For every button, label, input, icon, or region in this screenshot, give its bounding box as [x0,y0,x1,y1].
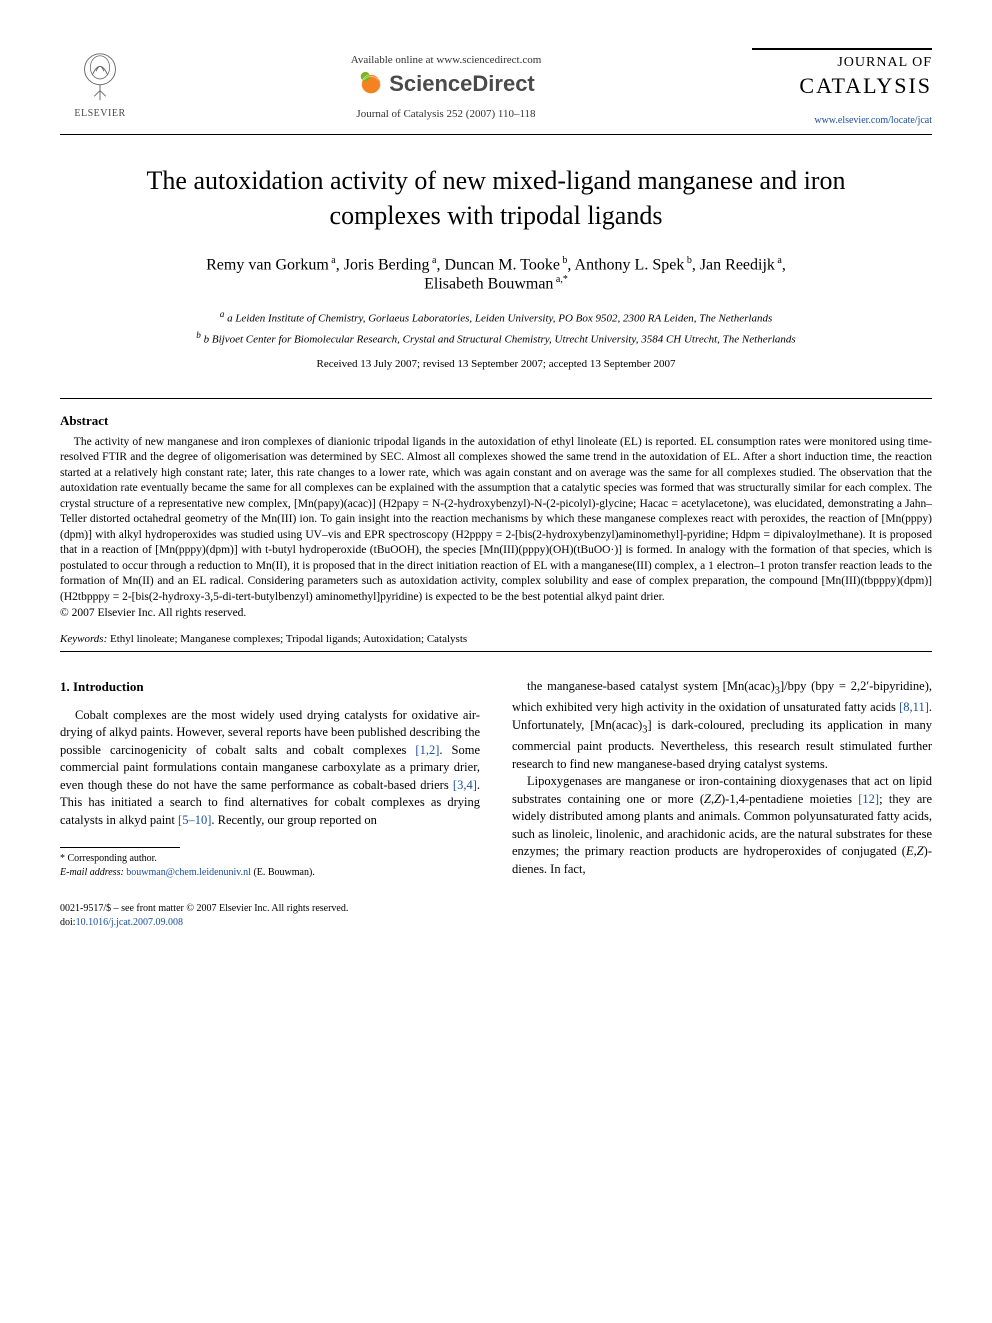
ref-link[interactable]: [1,2] [415,743,439,757]
footnote-rule [60,847,180,848]
copyright-line: © 2007 Elsevier Inc. All rights reserved… [60,607,932,619]
journal-homepage-link[interactable]: www.elsevier.com/locate/jcat [752,115,932,126]
ref-link[interactable]: [3,4] [453,778,477,792]
body-columns: 1. Introduction Cobalt complexes are the… [60,678,932,880]
abstract-heading: Abstract [60,413,932,429]
doi-line: doi:10.1016/j.jcat.2007.09.008 [60,916,932,930]
email-line: E-mail address: bouwman@chem.leidenuniv.… [60,866,480,880]
ref-link[interactable]: [12] [858,792,879,806]
author: Elisabeth Bouwman [424,276,553,293]
author: Anthony L. Spek [575,256,685,273]
elsevier-label: ELSEVIER [74,108,125,119]
article-title: The autoxidation activity of new mixed-l… [100,163,892,233]
corresponding-footnote: * Corresponding author. E-mail address: … [60,852,480,880]
affiliation-a-text: a Leiden Institute of Chemistry, Gorlaeu… [227,312,772,324]
section-1-heading: 1. Introduction [60,678,480,696]
journal-name-line1: JOURNAL OF [752,54,932,72]
ref-link[interactable]: [8,11] [899,700,929,714]
journal-name-line2: CATALYSIS [752,72,932,101]
intro-para-2: Lipoxygenases are manganese or iron-cont… [512,773,932,878]
keywords-line: Keywords: Ethyl linoleate; Manganese com… [60,633,932,645]
header-rule [60,134,932,135]
doi-label: doi: [60,917,76,928]
abstract-top-rule [60,398,932,399]
corresponding-marker: * [563,274,568,285]
authors-line: Remy van Gorkum a, Joris Berding a, Dunc… [60,255,932,294]
affil-marker: a, [553,274,562,285]
journal-title-box: JOURNAL OF CATALYSIS www.elsevier.com/lo… [752,48,932,126]
affil-marker: b [684,255,692,266]
keywords-text: Ethyl linoleate; Manganese complexes; Tr… [110,633,467,645]
front-matter-block: 0021-9517/$ – see front matter © 2007 El… [60,902,932,929]
journal-rule [752,48,932,50]
affil-marker: a [430,255,437,266]
front-matter-line: 0021-9517/$ – see front matter © 2007 El… [60,902,932,916]
affil-marker: a [329,255,336,266]
sciencedirect-icon [357,70,385,98]
sciencedirect-text: ScienceDirect [389,71,535,97]
author: Jan Reedijk [700,256,775,273]
affiliation-b: b b Bijvoet Center for Biomolecular Rese… [60,329,932,348]
affil-marker: a [775,255,782,266]
column-left: 1. Introduction Cobalt complexes are the… [60,678,480,880]
email-author-name: (E. Bouwman). [253,867,314,878]
journal-reference: Journal of Catalysis 252 (2007) 110–118 [140,108,752,120]
corresponding-email-link[interactable]: bouwman@chem.leidenuniv.nl [126,867,251,878]
author: Remy van Gorkum [206,256,329,273]
author: Joris Berding [344,256,430,273]
page-header: ELSEVIER Available online at www.science… [60,48,932,126]
author: Duncan M. Tooke [444,256,559,273]
corresponding-author-label: * Corresponding author. [60,852,480,866]
abstract-text: The activity of new manganese and iron c… [60,435,932,606]
header-center: Available online at www.sciencedirect.co… [140,48,752,120]
intro-para-1-cont: the manganese-based catalyst system [Mn(… [512,678,932,773]
email-label: E-mail address: [60,867,124,878]
intro-para-1: Cobalt complexes are the most widely use… [60,707,480,830]
sciencedirect-logo: ScienceDirect [357,70,535,98]
elsevier-logo-block: ELSEVIER [60,48,140,119]
column-right: the manganese-based catalyst system [Mn(… [512,678,932,880]
article-dates: Received 13 July 2007; revised 13 Septem… [60,358,932,370]
abstract-bottom-rule [60,651,932,652]
affiliation-a: a a Leiden Institute of Chemistry, Gorla… [60,308,932,327]
available-online-text: Available online at www.sciencedirect.co… [140,54,752,66]
affiliation-b-text: b Bijvoet Center for Biomolecular Resear… [204,333,796,345]
elsevier-tree-icon [71,48,129,106]
affil-marker: b [560,255,568,266]
ref-link[interactable]: [5–10] [178,813,211,827]
doi-link[interactable]: 10.1016/j.jcat.2007.09.008 [76,917,184,928]
keywords-label: Keywords: [60,633,107,645]
